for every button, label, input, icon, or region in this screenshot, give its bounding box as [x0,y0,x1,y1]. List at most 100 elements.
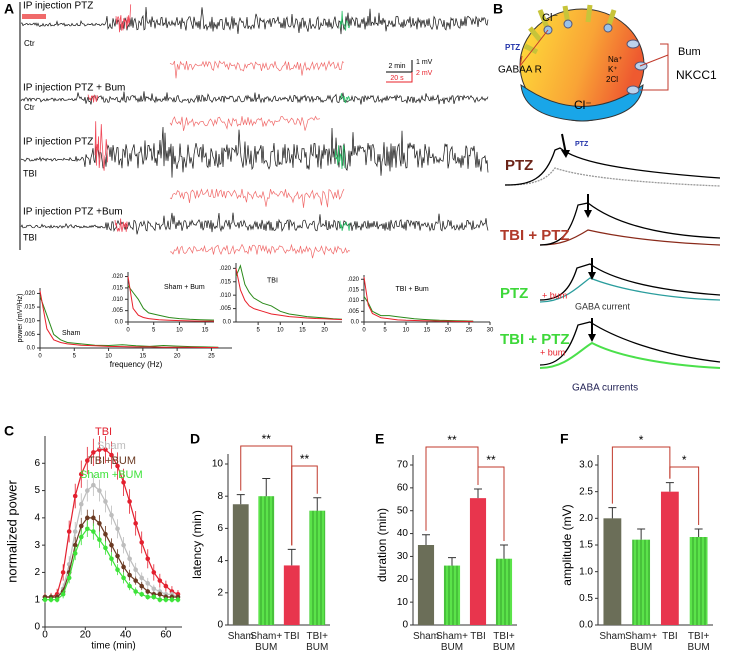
data-point [72,542,78,548]
x-tick-label: Sham [599,631,626,642]
gaba-row-label: TBI + PTZ [500,227,570,244]
x-tick-label: TBI+ BUM [492,631,516,653]
chart: 0 10 20 30 40 50 60 70 duration (min) ** ** [375,433,517,631]
significance-bracket [425,446,479,531]
y-tick-label: 6 [217,523,223,534]
eeg-highlight [339,10,351,31]
series-line [235,264,352,321]
eeg-expanded [169,115,321,131]
data-point [133,589,138,594]
significance-label: ** [447,433,457,447]
data-point [97,488,102,493]
connector-lines [519,29,669,91]
arrow [561,133,593,338]
trace [539,321,721,366]
ion-label: Cl⁻ [574,98,592,112]
data-point [72,493,78,499]
eeg-expanded [169,60,345,79]
series-line [363,296,474,322]
trace [504,167,721,187]
y-tick-label: 40 [397,528,409,539]
y-tick-label: 50 [397,505,409,516]
trace-condition: TBI [23,168,37,178]
eeg-highlight [94,121,108,171]
chart: 0 1 2 3 4 5 6 normalized power 0 20 40 60 time (min)… [4,426,182,652]
scale-label: 2 min [388,63,405,70]
gaba-row-note: GABA current [575,301,631,311]
transporter [626,39,640,49]
y-tick-label: 2.5 [579,486,593,497]
gaba-row-label: PTZ [505,157,533,174]
data-point [115,567,120,572]
x-tick-label: 25 [208,354,215,360]
x-tick-label: 20 [174,354,181,360]
x-tick-label: 5 [73,354,77,360]
significance-bracket [611,446,671,504]
y-tick-label: 0 [402,620,408,631]
chart: 0.0 .005 .010 .015 .020 0 5 10 15 20 25 30 TBI + Bum [342,271,494,334]
error-bar [262,477,271,497]
data-point [54,597,60,603]
data-point [133,567,138,572]
x-tick-label: 15 [299,328,306,334]
data-point [109,556,114,562]
y-axis-label: duration (min) [375,508,389,582]
trace [539,277,721,303]
eeg-highlight [339,220,351,231]
gaba-row-extra: + bum [540,347,565,357]
data-point [66,529,72,534]
bar [417,545,435,625]
y-tick-label: .020 [23,291,35,297]
plot-background [342,271,492,334]
significance-bracket [477,466,505,541]
eeg-trace [20,212,489,235]
injection-bar [22,14,46,19]
panel-labels: A B C D E F [4,1,569,447]
data-point [42,597,48,603]
y-tick-label: 0 [217,620,223,631]
panel-label: C [4,423,14,439]
trace-condition: TBI [23,232,37,242]
y-tick-label: 60 [397,482,409,493]
x-tick-label: 10 [403,328,410,334]
data-point [157,597,163,603]
data-point [109,512,114,518]
receptor [603,23,613,33]
data-point [121,480,126,485]
bar [232,504,249,625]
transporter-label: NKCC1 [676,68,717,82]
series-line [39,290,219,348]
x-tick-label: TBI+ BUM [687,631,710,653]
eeg-highlight [334,144,346,170]
data-point [78,501,84,507]
y-tick-label: 0.0 [579,620,593,631]
y-tick-label: 4 [34,512,40,523]
gaba-row-label: TBI + PTZ [500,331,570,348]
y-tick-label: 70 [397,460,409,471]
y-tick-label: .005 [219,306,231,312]
y-tick-label: .020 [111,274,123,280]
y-tick-label: .015 [111,285,123,291]
bar [443,565,461,625]
data-point [97,521,102,526]
eeg-trace [20,91,489,105]
data-point [85,458,90,463]
x-tick-label: 0 [38,354,42,360]
bar [660,491,679,625]
y-tick-label: .005 [347,309,359,315]
y-tick-label: .005 [23,332,35,338]
x-tick-label: 0 [42,630,48,641]
trace-label: IP injection PTZ + Bum [23,83,125,94]
y-tick-label: .010 [111,297,123,303]
scale-label: 2 mV [416,70,433,77]
data-point [121,575,126,581]
trace [539,341,721,369]
y-tick-label: .015 [23,305,35,311]
data-point [109,452,114,458]
panel-label: D [190,431,200,447]
data-point [91,515,96,521]
data-point [78,471,84,477]
y-tick-label: 2 [34,567,40,578]
data-point [145,594,151,600]
x-tick-label: 20 [321,328,328,334]
